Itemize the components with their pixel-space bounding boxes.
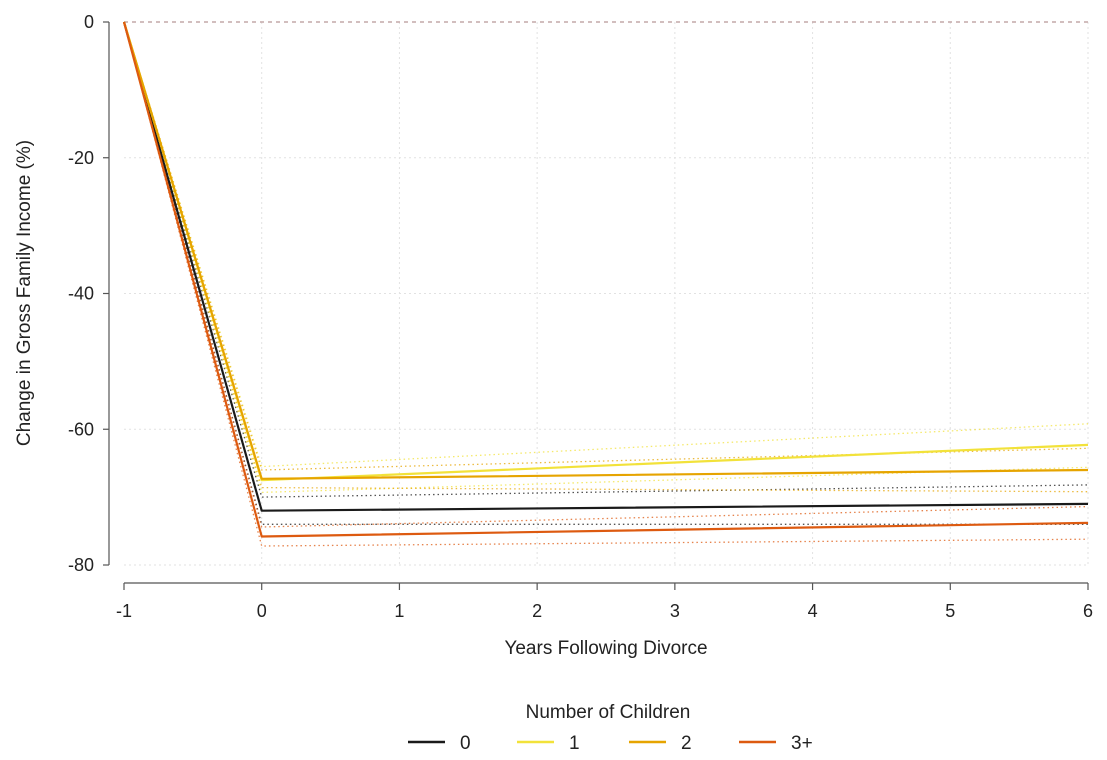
legend-label-1: 1	[569, 733, 580, 754]
legend-label-2: 2	[681, 733, 692, 754]
grid	[124, 21, 1089, 566]
x-tick-label: -1	[116, 601, 132, 621]
y-axis-title: Change in Gross Family Income (%)	[14, 140, 35, 446]
series-line-1	[122, 21, 1089, 482]
ci-line-2	[123, 21, 1089, 471]
ci-line-1	[123, 21, 1089, 494]
axes	[108, 22, 1088, 584]
x-tick-label: 6	[1083, 601, 1093, 621]
y-tick-label: -80	[68, 555, 94, 575]
y-tick-label: -20	[68, 148, 94, 168]
ci-line-3+	[123, 21, 1089, 528]
legend-label-3+: 3+	[791, 733, 813, 754]
ticks: 0 -20 -40 -60 -80 -1 0 1 2 3 4 5 6	[68, 12, 1093, 621]
x-tick-label: 5	[945, 601, 955, 621]
legend: 0 1 2 3+	[408, 733, 813, 754]
ci-line-0	[123, 21, 1088, 525]
ci-line-2	[123, 21, 1089, 493]
confidence-intervals	[123, 21, 1089, 547]
y-tick-label: -60	[68, 419, 94, 439]
x-tick-label: 3	[670, 601, 680, 621]
legend-label-0: 0	[460, 733, 471, 754]
series-line-3+	[122, 21, 1089, 538]
y-tick-label: -40	[68, 284, 94, 304]
ci-line-3+	[123, 21, 1089, 547]
legend-title: Number of Children	[526, 702, 691, 723]
x-tick-label: 2	[532, 601, 542, 621]
x-tick-label: 1	[394, 601, 404, 621]
series-line-0	[122, 21, 1089, 512]
ci-line-1	[123, 21, 1089, 468]
series-lines	[122, 21, 1089, 538]
x-tick-label: 0	[257, 601, 267, 621]
series-line-2	[122, 21, 1089, 480]
ci-line-0	[123, 21, 1089, 498]
x-axis-title: Years Following Divorce	[504, 638, 707, 659]
x-tick-label: 4	[808, 601, 818, 621]
y-tick-label: 0	[84, 12, 94, 32]
